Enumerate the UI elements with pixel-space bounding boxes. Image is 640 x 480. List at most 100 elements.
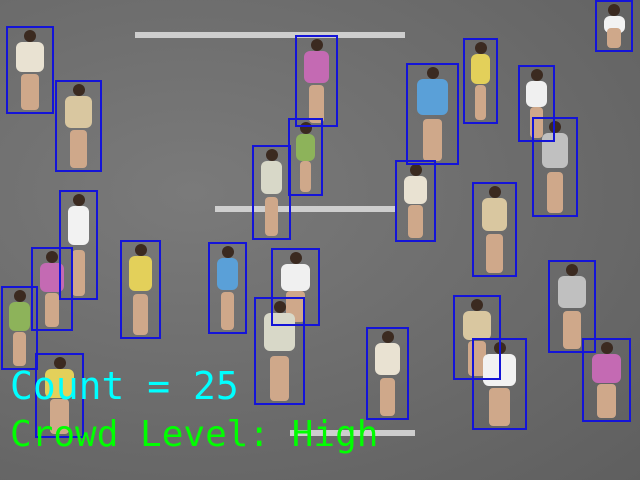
person-bounding-box — [6, 26, 54, 114]
pedestrian-head — [530, 69, 543, 81]
pedestrian-legs — [220, 292, 235, 330]
pedestrian — [467, 42, 494, 120]
pedestrian — [599, 4, 629, 48]
pedestrian-head — [265, 149, 278, 161]
person-bounding-box — [55, 80, 102, 172]
person-bounding-box — [472, 182, 517, 277]
crowd-level-label: Crowd Level: High — [10, 414, 379, 455]
pedestrian — [256, 149, 287, 236]
pedestrian-torso — [264, 313, 295, 351]
person-bounding-box — [120, 240, 161, 339]
pedestrian-torso — [40, 263, 64, 292]
pedestrian-legs — [607, 28, 621, 48]
pedestrian-legs — [546, 171, 564, 213]
pedestrian — [258, 301, 301, 401]
pedestrian-torso — [296, 134, 315, 161]
pedestrian-head — [13, 290, 26, 302]
person-bounding-box — [208, 242, 247, 334]
pedestrian-torso — [64, 96, 93, 128]
pedestrian-legs — [21, 74, 39, 110]
pedestrian-head — [471, 299, 483, 311]
pedestrian-torso — [375, 343, 400, 376]
crosswalk-stripe — [135, 32, 405, 38]
pedestrian-head — [53, 357, 66, 369]
pedestrian — [476, 186, 513, 273]
pedestrian-head — [474, 42, 487, 54]
pedestrian-legs — [563, 310, 581, 349]
person-bounding-box — [582, 338, 631, 422]
person-bounding-box — [252, 145, 291, 240]
pedestrian — [35, 251, 69, 327]
pedestrian-torso — [304, 51, 329, 83]
pedestrian-torso — [45, 369, 74, 399]
person-bounding-box — [31, 247, 73, 331]
person-bounding-box — [472, 338, 527, 430]
pedestrian-torso — [416, 79, 449, 115]
person-bounding-box — [548, 260, 596, 353]
pedestrian-head — [381, 331, 394, 343]
count-label: Count = 25 — [10, 364, 239, 408]
pedestrian-legs — [308, 85, 325, 123]
pedestrian-legs — [270, 356, 289, 401]
person-bounding-box — [288, 118, 323, 196]
pedestrian-legs — [486, 233, 503, 273]
person-bounding-box — [532, 117, 578, 217]
pedestrian-torso — [481, 198, 508, 232]
pedestrian-head — [488, 186, 501, 198]
pedestrian-torso — [128, 256, 153, 291]
person-bounding-box — [463, 38, 498, 124]
pedestrian-legs — [379, 377, 396, 416]
pedestrian — [536, 121, 574, 213]
pedestrian-legs — [299, 160, 312, 192]
pedestrian-torso — [281, 264, 310, 291]
pedestrian-head — [134, 244, 147, 256]
pedestrian-head — [549, 121, 561, 133]
pedestrian-head — [72, 84, 85, 96]
person-bounding-box — [254, 297, 305, 405]
pedestrian-legs — [71, 250, 86, 296]
pedestrian — [212, 246, 243, 330]
pedestrian-legs — [44, 292, 60, 327]
person-bounding-box — [595, 0, 633, 52]
person-bounding-box — [453, 295, 501, 380]
pedestrian — [59, 84, 98, 168]
pedestrian-torso — [9, 302, 30, 331]
pedestrian-torso — [463, 311, 491, 341]
pedestrian-torso — [403, 176, 428, 205]
pedestrian-head — [46, 251, 58, 263]
person-bounding-box — [271, 248, 320, 326]
crosswalk-stripe — [290, 430, 415, 436]
person-bounding-box — [366, 327, 409, 420]
pedestrian-head — [221, 246, 234, 258]
person-bounding-box — [518, 65, 555, 142]
pedestrian-head — [608, 4, 620, 16]
pedestrian-legs — [50, 399, 69, 434]
pedestrian-head — [273, 301, 286, 313]
pedestrian-torso — [471, 54, 490, 84]
pedestrian — [410, 67, 455, 161]
pedestrian-torso — [260, 161, 283, 195]
pedestrian — [586, 342, 627, 418]
pedestrian-torso — [592, 354, 621, 383]
pedestrian-head — [310, 39, 323, 51]
pedestrian — [299, 39, 334, 123]
pedestrian — [10, 30, 50, 110]
person-bounding-box — [406, 63, 459, 165]
person-bounding-box — [59, 190, 98, 300]
person-bounding-box — [295, 35, 338, 127]
pedestrian-head — [289, 252, 302, 264]
pedestrian-head — [600, 342, 613, 354]
pedestrian-torso — [526, 81, 547, 108]
pedestrian-legs — [69, 130, 88, 168]
pedestrian — [124, 244, 157, 335]
pedestrian-head — [566, 264, 578, 276]
pedestrian-torso — [67, 206, 90, 245]
person-bounding-box — [1, 286, 38, 370]
pedestrian — [552, 264, 592, 349]
pedestrian-legs — [264, 196, 279, 236]
pedestrian-head — [24, 30, 36, 42]
pedestrian-legs — [133, 294, 148, 335]
pedestrian-legs — [13, 331, 26, 366]
pedestrian-head — [72, 194, 85, 206]
